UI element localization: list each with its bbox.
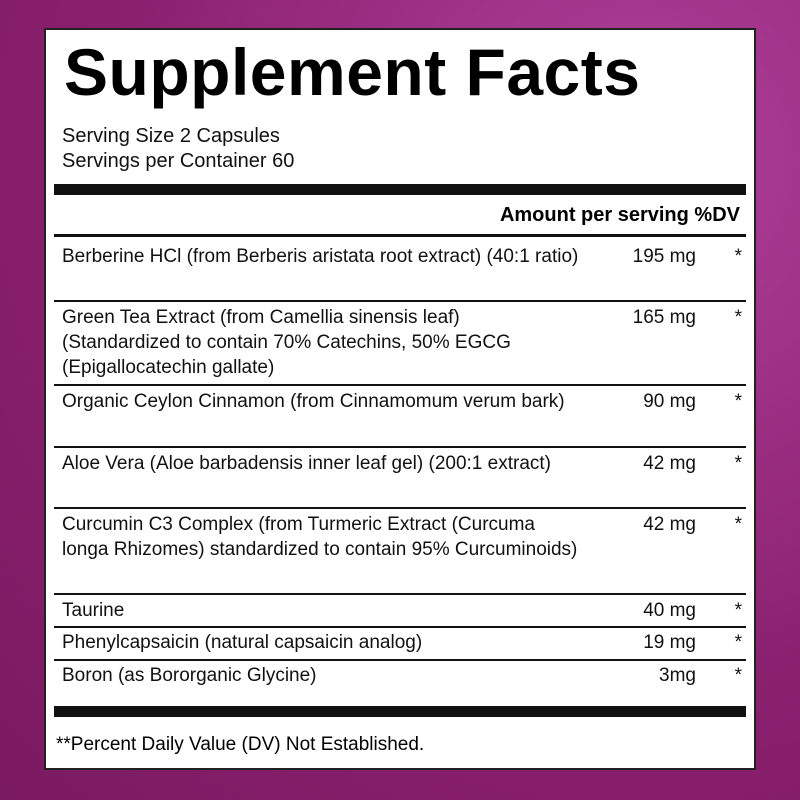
servings-per-container: Servings per Container 60 [62, 150, 295, 172]
ingredient-dv: * [734, 632, 742, 653]
ingredient-amount: 42 mg [643, 514, 696, 535]
divider [54, 659, 746, 661]
ingredient-name: Boron (as Bororganic Glycine) [62, 665, 317, 686]
ingredient-dv: * [734, 453, 742, 474]
divider [54, 593, 746, 595]
ingredient-amount: 165 mg [632, 307, 696, 328]
divider [54, 234, 746, 237]
ingredient-amount: 40 mg [643, 600, 696, 621]
ingredient-name: Taurine [62, 600, 125, 621]
ingredient-name: Berberine HCl (from Berberis aristata ro… [62, 246, 579, 267]
supplement-facts-panel: Supplement Facts Serving Size 2 Capsules… [44, 28, 756, 770]
ingredient-dv: * [734, 246, 742, 267]
divider [54, 384, 746, 386]
serving-size: Serving Size 2 Capsules [62, 125, 280, 147]
divider [54, 184, 746, 195]
divider [54, 507, 746, 509]
ingredient-name: Green Tea Extract (from Camellia sinensi… [62, 307, 511, 378]
ingredient-dv: * [734, 665, 742, 686]
divider [54, 706, 746, 717]
ingredient-dv: * [734, 514, 742, 535]
ingredient-amount: 42 mg [643, 453, 696, 474]
divider [54, 300, 746, 302]
ingredient-dv: * [734, 600, 742, 621]
title: Supplement Facts [64, 35, 641, 109]
divider [54, 626, 746, 628]
ingredient-amount: 3mg [659, 665, 696, 686]
divider [54, 446, 746, 448]
serving-info: Serving Size 2 Capsules Servings per Cont… [62, 124, 294, 174]
ingredient-name: Organic Ceylon Cinnamon (from Cinnamomum… [62, 391, 565, 412]
ingredient-name: Curcumin C3 Complex (from Turmeric Extra… [62, 514, 578, 560]
ingredient-name: Aloe Vera (Aloe barbadensis inner leaf g… [62, 453, 551, 474]
ingredient-amount: 195 mg [632, 246, 696, 267]
footnote: **Percent Daily Value (DV) Not Establish… [56, 734, 425, 755]
ingredient-dv: * [734, 307, 742, 328]
column-header: Amount per serving %DV [499, 204, 740, 226]
ingredient-amount: 19 mg [643, 632, 696, 653]
ingredient-name: Phenylcapsaicin (natural capsaicin analo… [62, 632, 423, 653]
ingredient-amount: 90 mg [643, 391, 696, 412]
ingredient-dv: * [734, 391, 742, 412]
